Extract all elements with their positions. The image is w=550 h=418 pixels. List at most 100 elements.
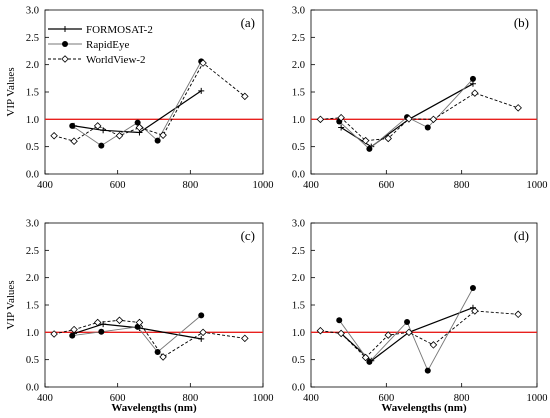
data-point-worldview [115,131,124,140]
y-tick-label: 3.0 [26,6,39,17]
data-point-worldview [405,328,413,337]
data-point-formosat [198,87,205,94]
x-axis-label: Wavelengths (nm) [381,402,467,413]
panel-label: (d) [514,228,529,243]
series-line-rapideye [72,315,202,353]
data-point-worldview [471,89,479,97]
x-tick-label: 800 [182,180,198,191]
data-point-rapideye [198,312,205,319]
y-axis-label: VIP Values [5,67,17,116]
panel-label: (c) [241,228,255,243]
chart-panel-d: 0.0 0.5 1.0 1.5 2.0 2.5 3.0 400 600 800 1000 (d) Wav… [292,219,548,415]
y-tick-label: 2.0 [292,60,305,71]
legend-label-worldview: WorldView-2 [86,54,146,66]
x-tick-label: 600 [110,393,126,404]
data-point-worldview [337,113,345,122]
y-tick-label: 1.5 [26,88,39,99]
chart-panel-b: 0.0 0.5 1.0 1.5 2.0 2.5 3.0 400 600 800 1000 (b) [292,6,548,192]
legend-marker-rapideye [62,41,68,47]
data-point-worldview [199,328,207,337]
y-tick-label: 0.5 [26,142,39,153]
x-tick-label: 800 [182,393,198,404]
y-tick-label: 2.0 [26,273,39,284]
legend-marker-formosat [62,26,68,32]
y-tick-label: 2.5 [292,246,305,257]
x-tick-label: 600 [110,180,126,191]
y-tick-label: 1.5 [26,301,39,312]
data-point-rapideye [404,318,411,325]
data-point-rapideye [98,142,105,149]
data-point-rapideye [336,317,343,324]
series-line-formosat [74,90,202,134]
chart-panel-a: 0.0 0.5 1.0 1.5 2.0 2.5 3.0 400 600 800 1000 (a) VIP… [5,6,274,192]
data-point-worldview [241,92,249,101]
data-point-rapideye [469,75,476,82]
legend-label-rapideye: RapidEye [86,39,129,51]
data-point-worldview [514,104,522,112]
y-tick-label: 1.5 [292,88,305,99]
data-point-worldview [93,318,102,327]
data-point-worldview [316,326,325,335]
y-tick-label: 2.0 [26,60,39,71]
series-line-worldview [53,62,246,142]
legend-label-formosat: FORMOSAT-2 [86,24,153,36]
plot-frame [44,222,264,388]
x-tick-label: 800 [454,393,470,404]
data-point-worldview [405,115,413,123]
data-point-worldview [70,325,78,334]
y-tick-label: 2.5 [292,33,305,44]
data-point-rapideye [469,285,476,292]
data-point-rapideye [98,328,105,335]
x-tick-label: 400 [37,180,53,191]
data-point-rapideye [424,367,431,374]
data-point-worldview [384,134,392,143]
y-tick-label: 0.0 [26,383,39,394]
data-point-worldview [135,123,144,132]
data-point-formosat [338,124,345,131]
plot-frame [310,9,538,175]
data-point-worldview [93,122,102,130]
data-point-worldview [199,59,207,67]
x-tick-label: 1000 [527,180,548,191]
x-axis-label: Wavelengths (nm) [111,402,197,413]
data-point-worldview [514,310,522,319]
plot-frame [44,9,264,175]
y-tick-label: 1.0 [26,115,39,126]
data-point-rapideye [424,124,431,131]
data-point-worldview [70,137,78,145]
y-tick-label: 0.5 [292,355,305,366]
data-point-rapideye [69,122,76,129]
y-tick-label: 0.0 [292,383,305,394]
x-tick-label: 800 [454,180,470,191]
y-tick-label: 1.0 [292,328,305,339]
x-tick-label: 400 [37,393,53,404]
series-line-worldview [320,310,519,359]
y-tick-label: 1.5 [292,301,305,312]
y-tick-label: 2.5 [26,33,39,44]
data-point-formosat [198,335,205,342]
data-point-worldview [471,307,479,315]
data-point-worldview [429,115,438,124]
panel-label: (b) [514,15,529,30]
series-line-worldview [320,92,519,142]
x-tick-label: 400 [303,393,319,404]
data-point-rapideye [366,358,373,365]
y-tick-label: 1.0 [292,115,305,126]
y-tick-label: 2.5 [26,246,39,257]
legend: FORMOSAT-2 RapidEye WorldView-2 [48,24,153,66]
legend-marker-worldview [61,55,69,63]
y-tick-label: 0.5 [26,355,39,366]
y-tick-label: 0.5 [292,142,305,153]
data-point-worldview [429,341,438,349]
x-tick-label: 400 [303,180,319,191]
data-point-worldview [361,353,370,362]
y-tick-label: 3.0 [26,219,39,230]
data-point-worldview [316,115,325,124]
data-point-worldview [50,330,58,338]
y-axis-label: VIP Values [5,280,17,329]
data-point-worldview [361,136,370,145]
y-tick-label: 0.0 [26,170,39,181]
x-tick-label: 600 [378,180,394,191]
data-point-worldview [241,334,249,343]
